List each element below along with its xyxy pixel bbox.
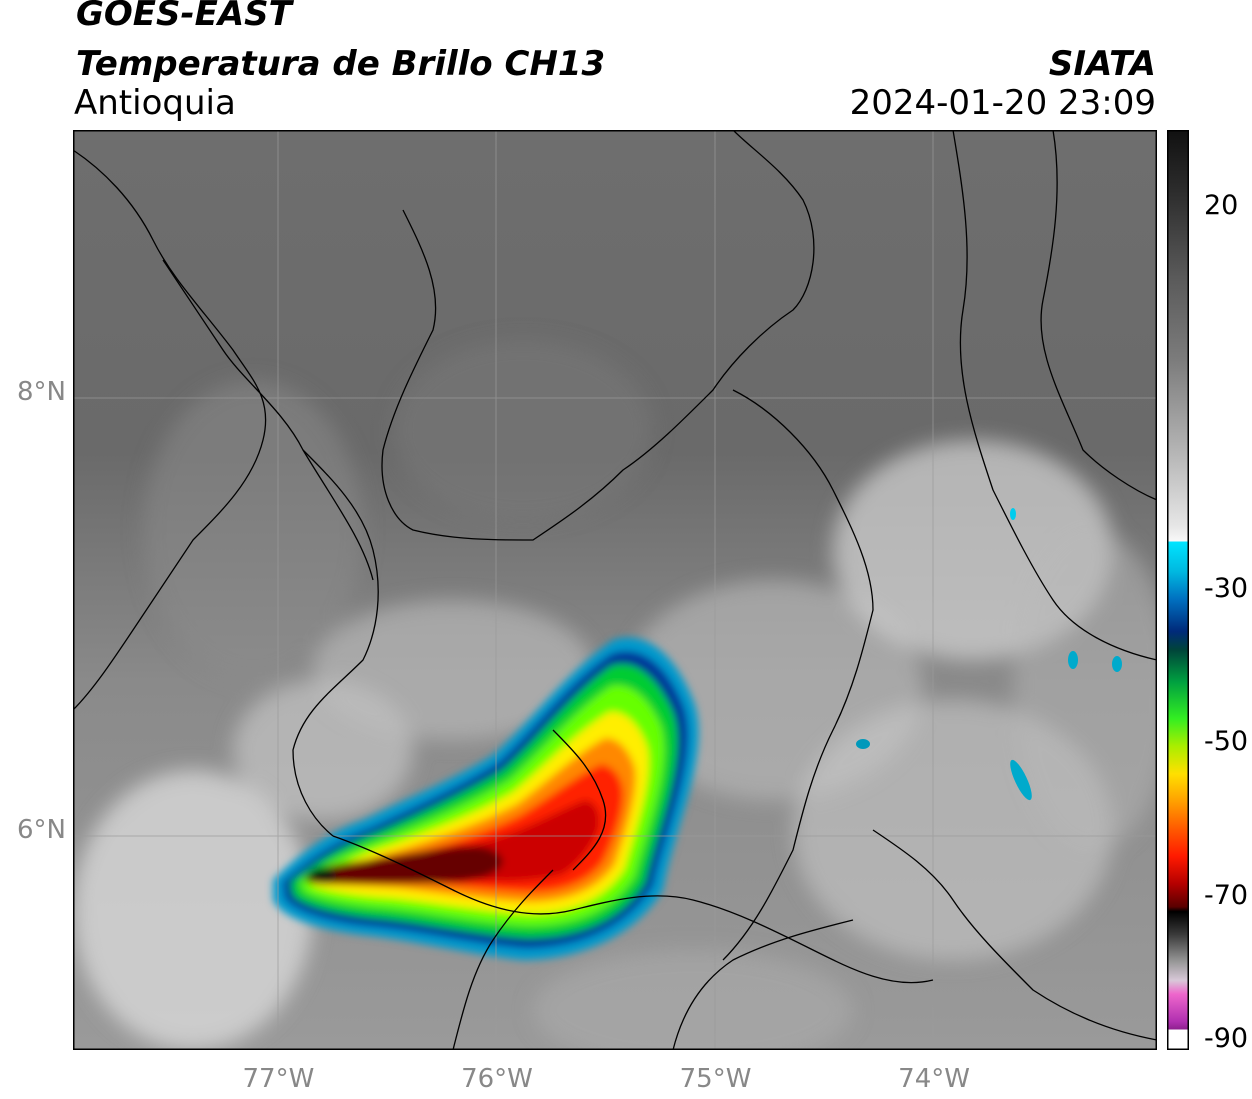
department-border-south	[332, 835, 934, 984]
department-border-north	[381, 130, 815, 541]
department-border-west	[292, 449, 379, 837]
border-south	[452, 869, 554, 1050]
river-east	[952, 130, 1157, 661]
national-border-east	[1040, 130, 1157, 501]
lon-tick-label: 77°W	[242, 1064, 315, 1094]
graticule	[73, 130, 1157, 1050]
lat-tick-label: 8°N	[17, 376, 66, 407]
colorbar-tick-label: -90	[1204, 1023, 1249, 1054]
department-border-east	[722, 389, 874, 961]
lon-tick-label: 74°W	[898, 1064, 970, 1094]
gulf-coast	[162, 259, 374, 581]
border-southeast	[872, 829, 1157, 1041]
storm-coldest-spot	[309, 868, 337, 884]
coastline	[73, 149, 267, 711]
colorbar-tick-label: -30	[1204, 573, 1249, 604]
colorbar	[1167, 130, 1189, 1050]
storm-contour-core	[305, 845, 503, 884]
title-satellite: GOES-EAST	[76, 0, 292, 34]
title-product: Temperatura de Brillo CH13	[76, 44, 606, 84]
map-frame	[73, 130, 1157, 1050]
storm-contour-8	[335, 800, 600, 882]
colorbar-fill	[1167, 130, 1189, 1050]
small-cold-cells	[856, 508, 1122, 801]
timestamp-label: 2024-01-20 23:09	[849, 83, 1156, 123]
colorbar-tick-label: -50	[1204, 726, 1249, 758]
border-inner-1	[552, 729, 607, 871]
storm-cell	[273, 637, 699, 960]
boundaries	[73, 130, 1157, 1050]
organization-label: SIATA	[1048, 44, 1156, 84]
title-region: Antioquia	[74, 83, 236, 123]
lon-tick-label: 75°W	[679, 1064, 752, 1094]
lat-tick-label: 6°N	[17, 814, 66, 845]
border-inner-2	[672, 919, 854, 1050]
lon-tick-label: 76°W	[461, 1064, 533, 1094]
colorbar-tick-label: -70	[1204, 879, 1249, 911]
colorbar-ticks	[1188, 205, 1189, 1041]
satellite-map	[73, 130, 1157, 1050]
colorbar-tick-label: 20	[1204, 189, 1239, 221]
